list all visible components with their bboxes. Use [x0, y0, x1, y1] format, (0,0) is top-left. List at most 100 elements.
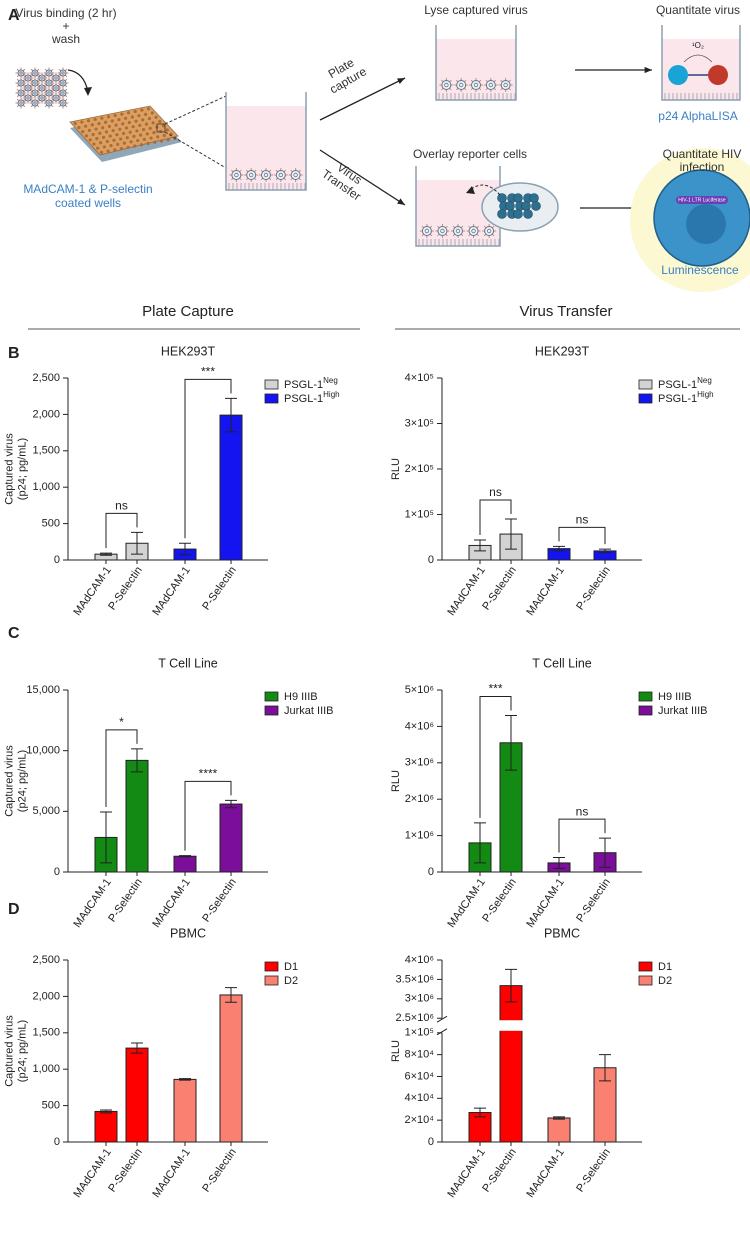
plate-well: [114, 123, 118, 127]
plate-well: [133, 109, 137, 114]
y-tick-label: 0: [428, 866, 434, 878]
error-bar: [131, 1042, 143, 1054]
arrow-label: Virus Transfer: [319, 160, 364, 203]
plate-well: [152, 130, 156, 135]
x-tick-label: P-Selectin: [200, 877, 239, 925]
virus-core: [471, 228, 476, 234]
plate-well: [81, 130, 85, 134]
chart-title: PBMC: [170, 926, 206, 940]
virus: [31, 79, 39, 87]
legend-swatch: [264, 393, 279, 404]
plate-well: [145, 132, 149, 136]
virus: [441, 80, 452, 90]
y-tick-label: 0: [428, 554, 434, 566]
virus: [45, 69, 53, 77]
legend-label: D2: [284, 975, 298, 987]
error-bar: [553, 856, 565, 869]
error-bar: [100, 552, 112, 556]
plate-well: [118, 127, 122, 131]
plate-well: [73, 121, 77, 125]
y-axis-label: Captured virus: [3, 433, 15, 505]
legend-swatch: [638, 691, 653, 702]
y-tick-label: 2,000: [32, 990, 60, 1002]
legend-label-sup: High: [323, 390, 339, 399]
virus: [421, 226, 432, 236]
y-tick-label: 4×10⁶: [405, 720, 434, 732]
virus-core: [33, 81, 37, 85]
virus: [59, 79, 67, 87]
bar: [499, 985, 523, 1143]
plate-well: [132, 134, 136, 138]
plate-well: [135, 129, 139, 133]
virus-core: [293, 172, 298, 178]
virus-core: [234, 172, 239, 178]
virus-core: [47, 91, 51, 95]
virus: [52, 74, 60, 82]
virus-core: [444, 82, 449, 88]
x-tick-label: MAdCAM-1: [524, 1147, 566, 1200]
plate-well: [109, 144, 113, 148]
plate-well: [159, 129, 163, 133]
x-tick-label: MAdCAM-1: [445, 1147, 487, 1200]
plate-well: [133, 144, 137, 148]
plate-well: [90, 123, 94, 127]
virus: [24, 94, 32, 102]
diagram-text: Overlay reporter cells: [413, 147, 527, 161]
arrowhead: [644, 66, 652, 74]
plate-top: [69, 105, 179, 156]
virus: [485, 80, 496, 90]
arrow: [319, 149, 406, 206]
y-tick-label: 1×10⁵: [405, 508, 434, 520]
reporter-cell: [521, 201, 531, 211]
virus-core: [61, 71, 65, 75]
virus-core: [33, 101, 37, 105]
nucleus: [686, 204, 726, 244]
acceptor-bead: [708, 65, 728, 85]
y-axis-label: (p24; pg/mL): [16, 438, 28, 500]
error-bar: [505, 518, 517, 550]
signal-arc: [683, 54, 713, 63]
arrow: [319, 77, 406, 121]
legend-label: D2: [658, 975, 672, 987]
legend-label: PSGL-1: [658, 393, 697, 405]
plate-well: [162, 133, 166, 138]
legend-swatch: [638, 961, 653, 972]
y-tick-label: 3×10⁶: [405, 993, 434, 1005]
legend-swatch: [264, 379, 279, 390]
significance-label: ns: [115, 499, 128, 513]
well: [661, 25, 741, 101]
legend-label: H9 IIIB: [284, 691, 318, 703]
virus-core: [26, 96, 30, 100]
error-bar: [553, 545, 565, 552]
virus: [484, 226, 495, 236]
significance-bracket: [479, 695, 512, 818]
virus: [24, 84, 32, 92]
virus: [456, 80, 467, 90]
donor-bead: [668, 65, 688, 85]
x-tick-label: P-Selectin: [574, 877, 613, 925]
virus-core: [47, 81, 51, 85]
x-tick-label: MAdCAM-1: [71, 877, 113, 930]
chart-title: HEK293T: [161, 344, 216, 358]
virus: [246, 170, 257, 180]
plate-well: [158, 119, 162, 124]
y-tick-label: 4×10⁶: [405, 954, 434, 966]
legend-label: H9 IIIB: [658, 691, 692, 703]
arrowhead: [466, 186, 475, 194]
panel-label: B: [8, 345, 20, 362]
plate-well: [86, 119, 91, 123]
virus: [17, 99, 25, 107]
plate-well: [144, 122, 149, 126]
virus: [52, 84, 60, 92]
plate-well: [121, 131, 126, 136]
plate-well: [149, 136, 153, 140]
y-axis-label: Captured virus: [3, 745, 15, 817]
plate-well: [161, 124, 166, 128]
well: [225, 92, 307, 191]
y-tick-label: 4×10⁵: [405, 372, 434, 384]
legend-swatch: [264, 975, 279, 986]
diagram-text: ¹O₂: [692, 41, 704, 50]
legend-label: Jurkat IIIB: [658, 705, 708, 717]
diagram-text: coated wells: [55, 196, 121, 210]
